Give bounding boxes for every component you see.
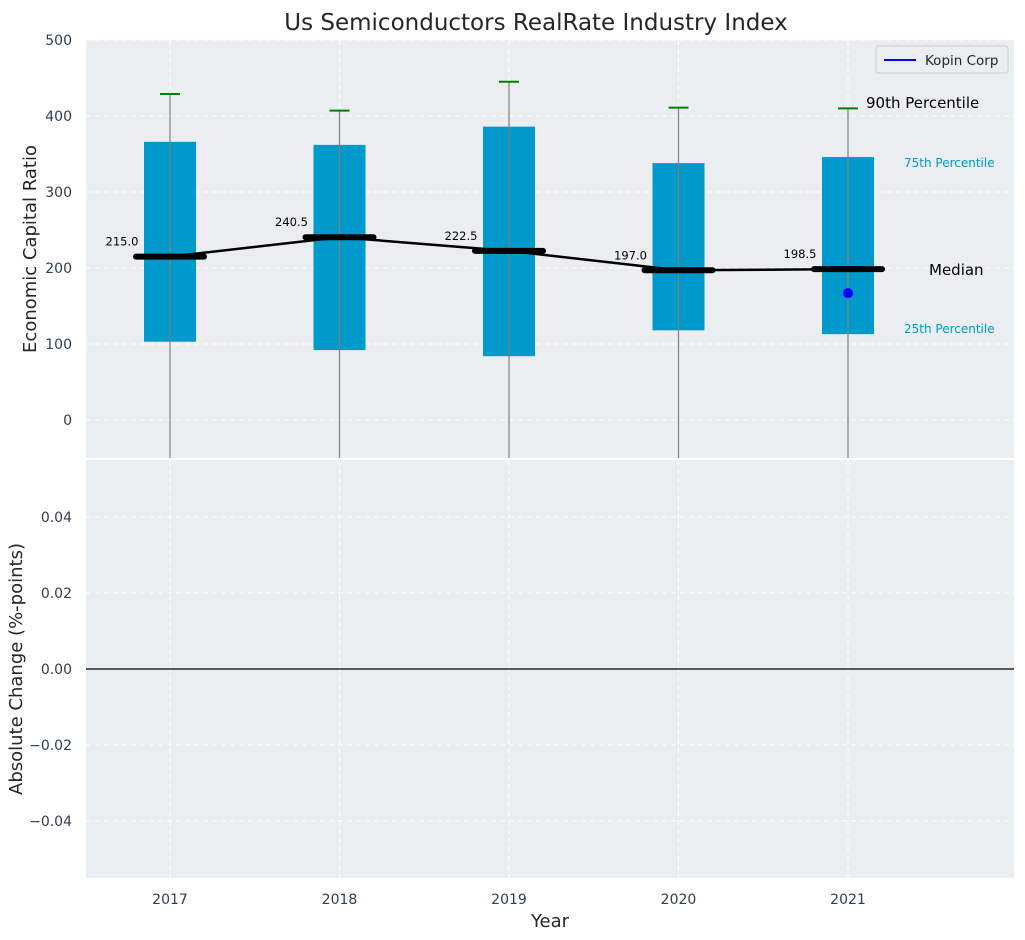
top-boxes: 215.0 240.5 222.5 197.0 198.5 bbox=[106, 80, 885, 458]
x-axis-label: Year bbox=[530, 911, 570, 932]
x-tick-label: 2020 bbox=[661, 892, 697, 908]
bottom-y-tick-label: 0.02 bbox=[41, 586, 72, 602]
x-tick-label: 2019 bbox=[491, 892, 527, 908]
legend-box bbox=[875, 45, 1009, 74]
median-value-label: 215.0 bbox=[106, 235, 139, 249]
bottom-y-ticks: −0.04 −0.02 0.00 0.02 0.04 bbox=[29, 510, 72, 830]
legend-label-kopin-corp: Kopin Corp bbox=[925, 53, 998, 69]
top-y-tick-label: 200 bbox=[45, 261, 72, 277]
top-panel: 0 100 200 300 400 500 215.0 240.5 222.5 197.0 198… bbox=[20, 33, 1014, 458]
median-value-label: 222.5 bbox=[445, 229, 478, 243]
chart-title: Us Semiconductors RealRate Industry Inde… bbox=[284, 10, 788, 36]
bottom-panel: −0.04 −0.02 0.00 0.02 0.04 Absolute Change (… bbox=[6, 460, 1014, 878]
annotation-75th-percentile: 75th Percentile bbox=[904, 156, 995, 170]
top-y-ticks: 0 100 200 300 400 500 bbox=[45, 33, 72, 429]
bottom-y-tick-label: −0.02 bbox=[29, 738, 72, 754]
top-y-tick-label: 100 bbox=[45, 337, 72, 353]
median-trend-line bbox=[169, 235, 849, 272]
top-y-axis-label: Economic Capital Ratio bbox=[20, 145, 41, 353]
x-tick-label: 2017 bbox=[152, 892, 188, 908]
company-data-point bbox=[843, 288, 853, 299]
annotation-median: Median bbox=[929, 261, 984, 279]
bottom-y-tick-label: −0.04 bbox=[29, 814, 72, 830]
median-value-label: 240.5 bbox=[275, 215, 308, 229]
top-y-tick-label: 300 bbox=[45, 185, 72, 201]
x-ticks: 2017 2018 2019 2020 2021 bbox=[152, 892, 866, 908]
x-tick-label: 2021 bbox=[830, 892, 866, 908]
top-y-tick-label: 400 bbox=[45, 109, 72, 125]
median-value-label: 197.0 bbox=[614, 248, 647, 262]
bottom-y-axis-label: Absolute Change (%-points) bbox=[6, 543, 27, 795]
top-y-tick-label: 500 bbox=[45, 33, 72, 49]
bottom-y-tick-label: 0.00 bbox=[41, 662, 72, 678]
x-tick-label: 2018 bbox=[322, 892, 358, 908]
top-y-tick-label: 0 bbox=[63, 413, 72, 429]
annotation-25th-percentile: 25th Percentile bbox=[904, 322, 995, 336]
median-value-label: 198.5 bbox=[784, 247, 817, 261]
annotation-90th-percentile: 90th Percentile bbox=[866, 94, 979, 112]
bottom-y-tick-label: 0.04 bbox=[41, 510, 72, 526]
legend: Kopin Corp bbox=[875, 45, 1009, 74]
